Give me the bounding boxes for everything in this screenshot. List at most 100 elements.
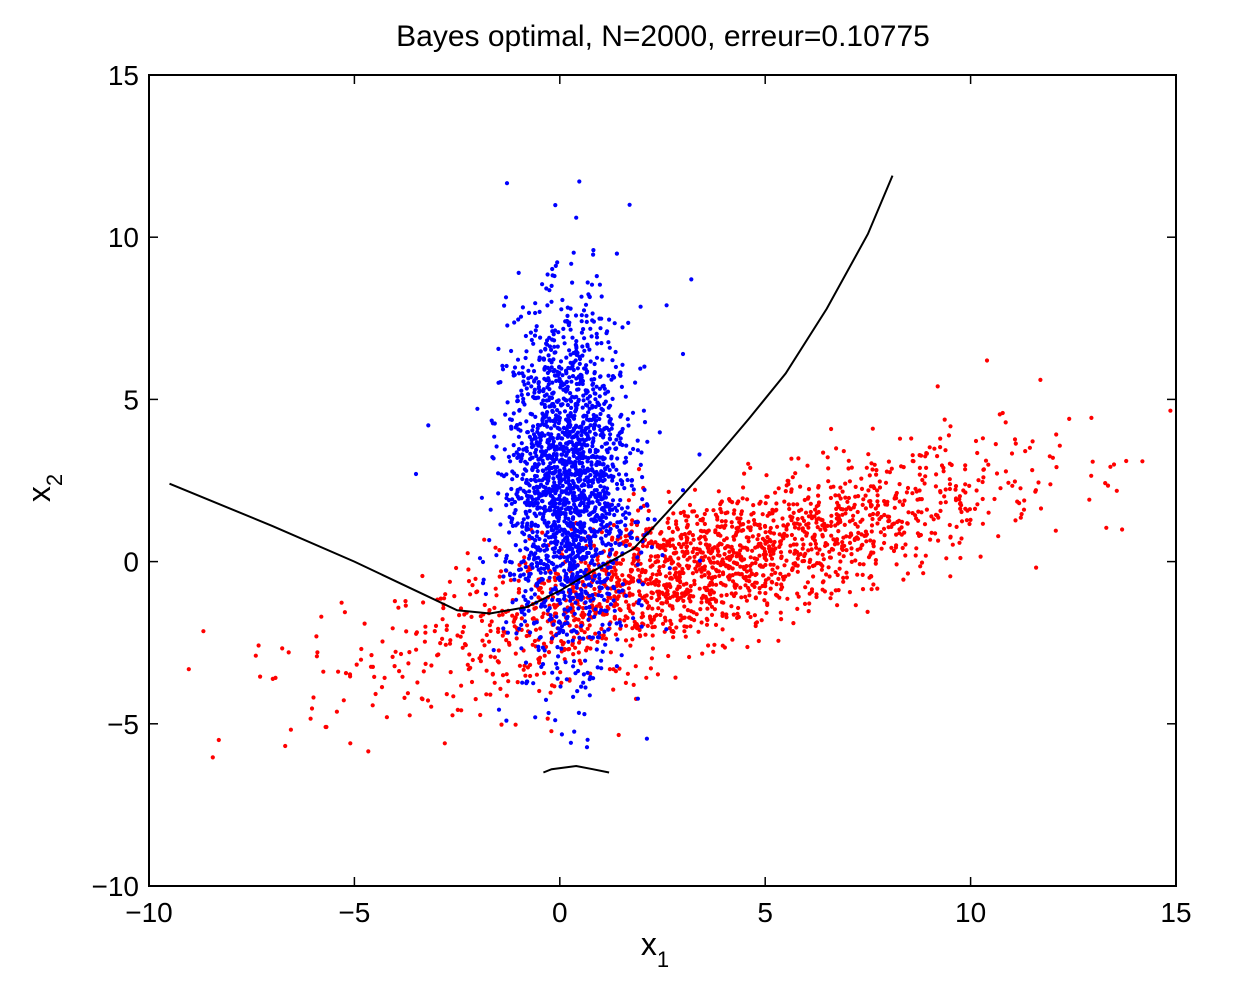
blue-class-point [567,482,572,487]
blue-class-point [524,445,529,451]
red-class-point [807,601,812,606]
red-class-point [712,607,718,612]
red-class-point [894,532,899,537]
blue-class-point [545,530,550,535]
blue-class-point [545,303,550,308]
red-class-point [771,531,777,536]
red-class-point [769,572,774,577]
red-class-point [744,535,749,540]
blue-class-point [527,489,532,494]
red-class-point [744,598,750,603]
red-class-point [812,532,817,537]
blue-class-point [568,510,573,516]
red-class-point [734,561,740,567]
blue-class-point [537,357,542,362]
blue-class-point [638,462,643,467]
red-class-point [466,667,471,672]
red-class-point [466,579,472,584]
red-class-point [691,546,697,551]
red-class-point [674,522,679,527]
blue-class-point [500,367,506,372]
red-class-point [595,557,600,563]
red-class-point [913,513,918,518]
red-class-point [497,548,502,553]
blue-class-point [582,494,587,499]
red-class-point [778,542,783,547]
blue-class-point [545,456,551,461]
red-class-point [914,516,919,521]
red-class-point [525,623,530,628]
blue-class-point [641,408,647,413]
blue-class-point [510,600,515,605]
red-class-point [1009,451,1015,456]
blue-class-point [575,366,581,371]
blue-class-point [529,550,534,555]
blue-class-point [544,419,549,424]
red-class-point [762,549,768,554]
blue-class-point [597,460,602,465]
blue-class-point [529,375,534,380]
red-class-point [572,618,577,623]
blue-class-point [501,626,506,631]
blue-class-point [642,487,647,492]
red-class-point [699,600,704,605]
blue-class-point [562,555,567,560]
red-class-point [666,653,671,659]
blue-class-point [598,527,603,532]
blue-class-point [564,531,569,536]
red-class-point [851,513,856,518]
red-class-point [528,673,533,679]
red-class-point [959,519,965,524]
blue-class-point [542,433,547,438]
blue-class-point [549,395,555,401]
blue-class-point [571,538,576,543]
red-class-point [536,595,541,600]
blue-class-point [535,501,540,506]
red-class-point [667,626,672,631]
red-class-point [497,613,502,618]
red-class-point [541,611,546,616]
red-class-point [768,586,773,591]
blue-class-point [602,578,608,583]
blue-class-point [562,607,567,612]
red-class-point [552,684,557,689]
blue-class-point [616,534,621,539]
blue-class-point [547,288,552,293]
red-class-point [791,510,796,515]
red-class-point [423,630,428,635]
blue-class-point [551,554,556,559]
blue-class-point [426,423,431,428]
red-class-point [849,465,854,470]
red-class-point [506,679,511,684]
red-class-point [776,576,781,582]
blue-class-point [572,529,578,535]
red-class-point [479,653,484,658]
blue-class-point [548,426,554,431]
blue-class-point [529,363,535,368]
blue-class-point [600,506,605,511]
red-class-point [655,672,661,677]
red-class-point [827,549,832,554]
red-class-point [864,539,869,544]
blue-class-point [623,455,629,460]
red-class-point [645,606,651,611]
red-class-point [745,497,750,502]
red-class-point [680,591,685,596]
red-class-point [1050,455,1055,460]
blue-class-point [540,645,546,650]
blue-class-point [553,445,559,450]
red-class-point [897,436,903,441]
blue-class-point [565,313,570,318]
red-class-point [698,528,704,533]
red-class-point [890,522,895,527]
blue-class-point [635,520,641,525]
blue-class-point [535,583,540,588]
red-class-point [707,583,712,588]
blue-class-point [550,391,555,396]
blue-class-point [558,545,563,550]
red-class-point [517,663,523,668]
blue-class-point [602,490,607,495]
blue-class-point [579,433,584,438]
red-class-point [1104,525,1109,530]
red-class-point [270,676,275,682]
